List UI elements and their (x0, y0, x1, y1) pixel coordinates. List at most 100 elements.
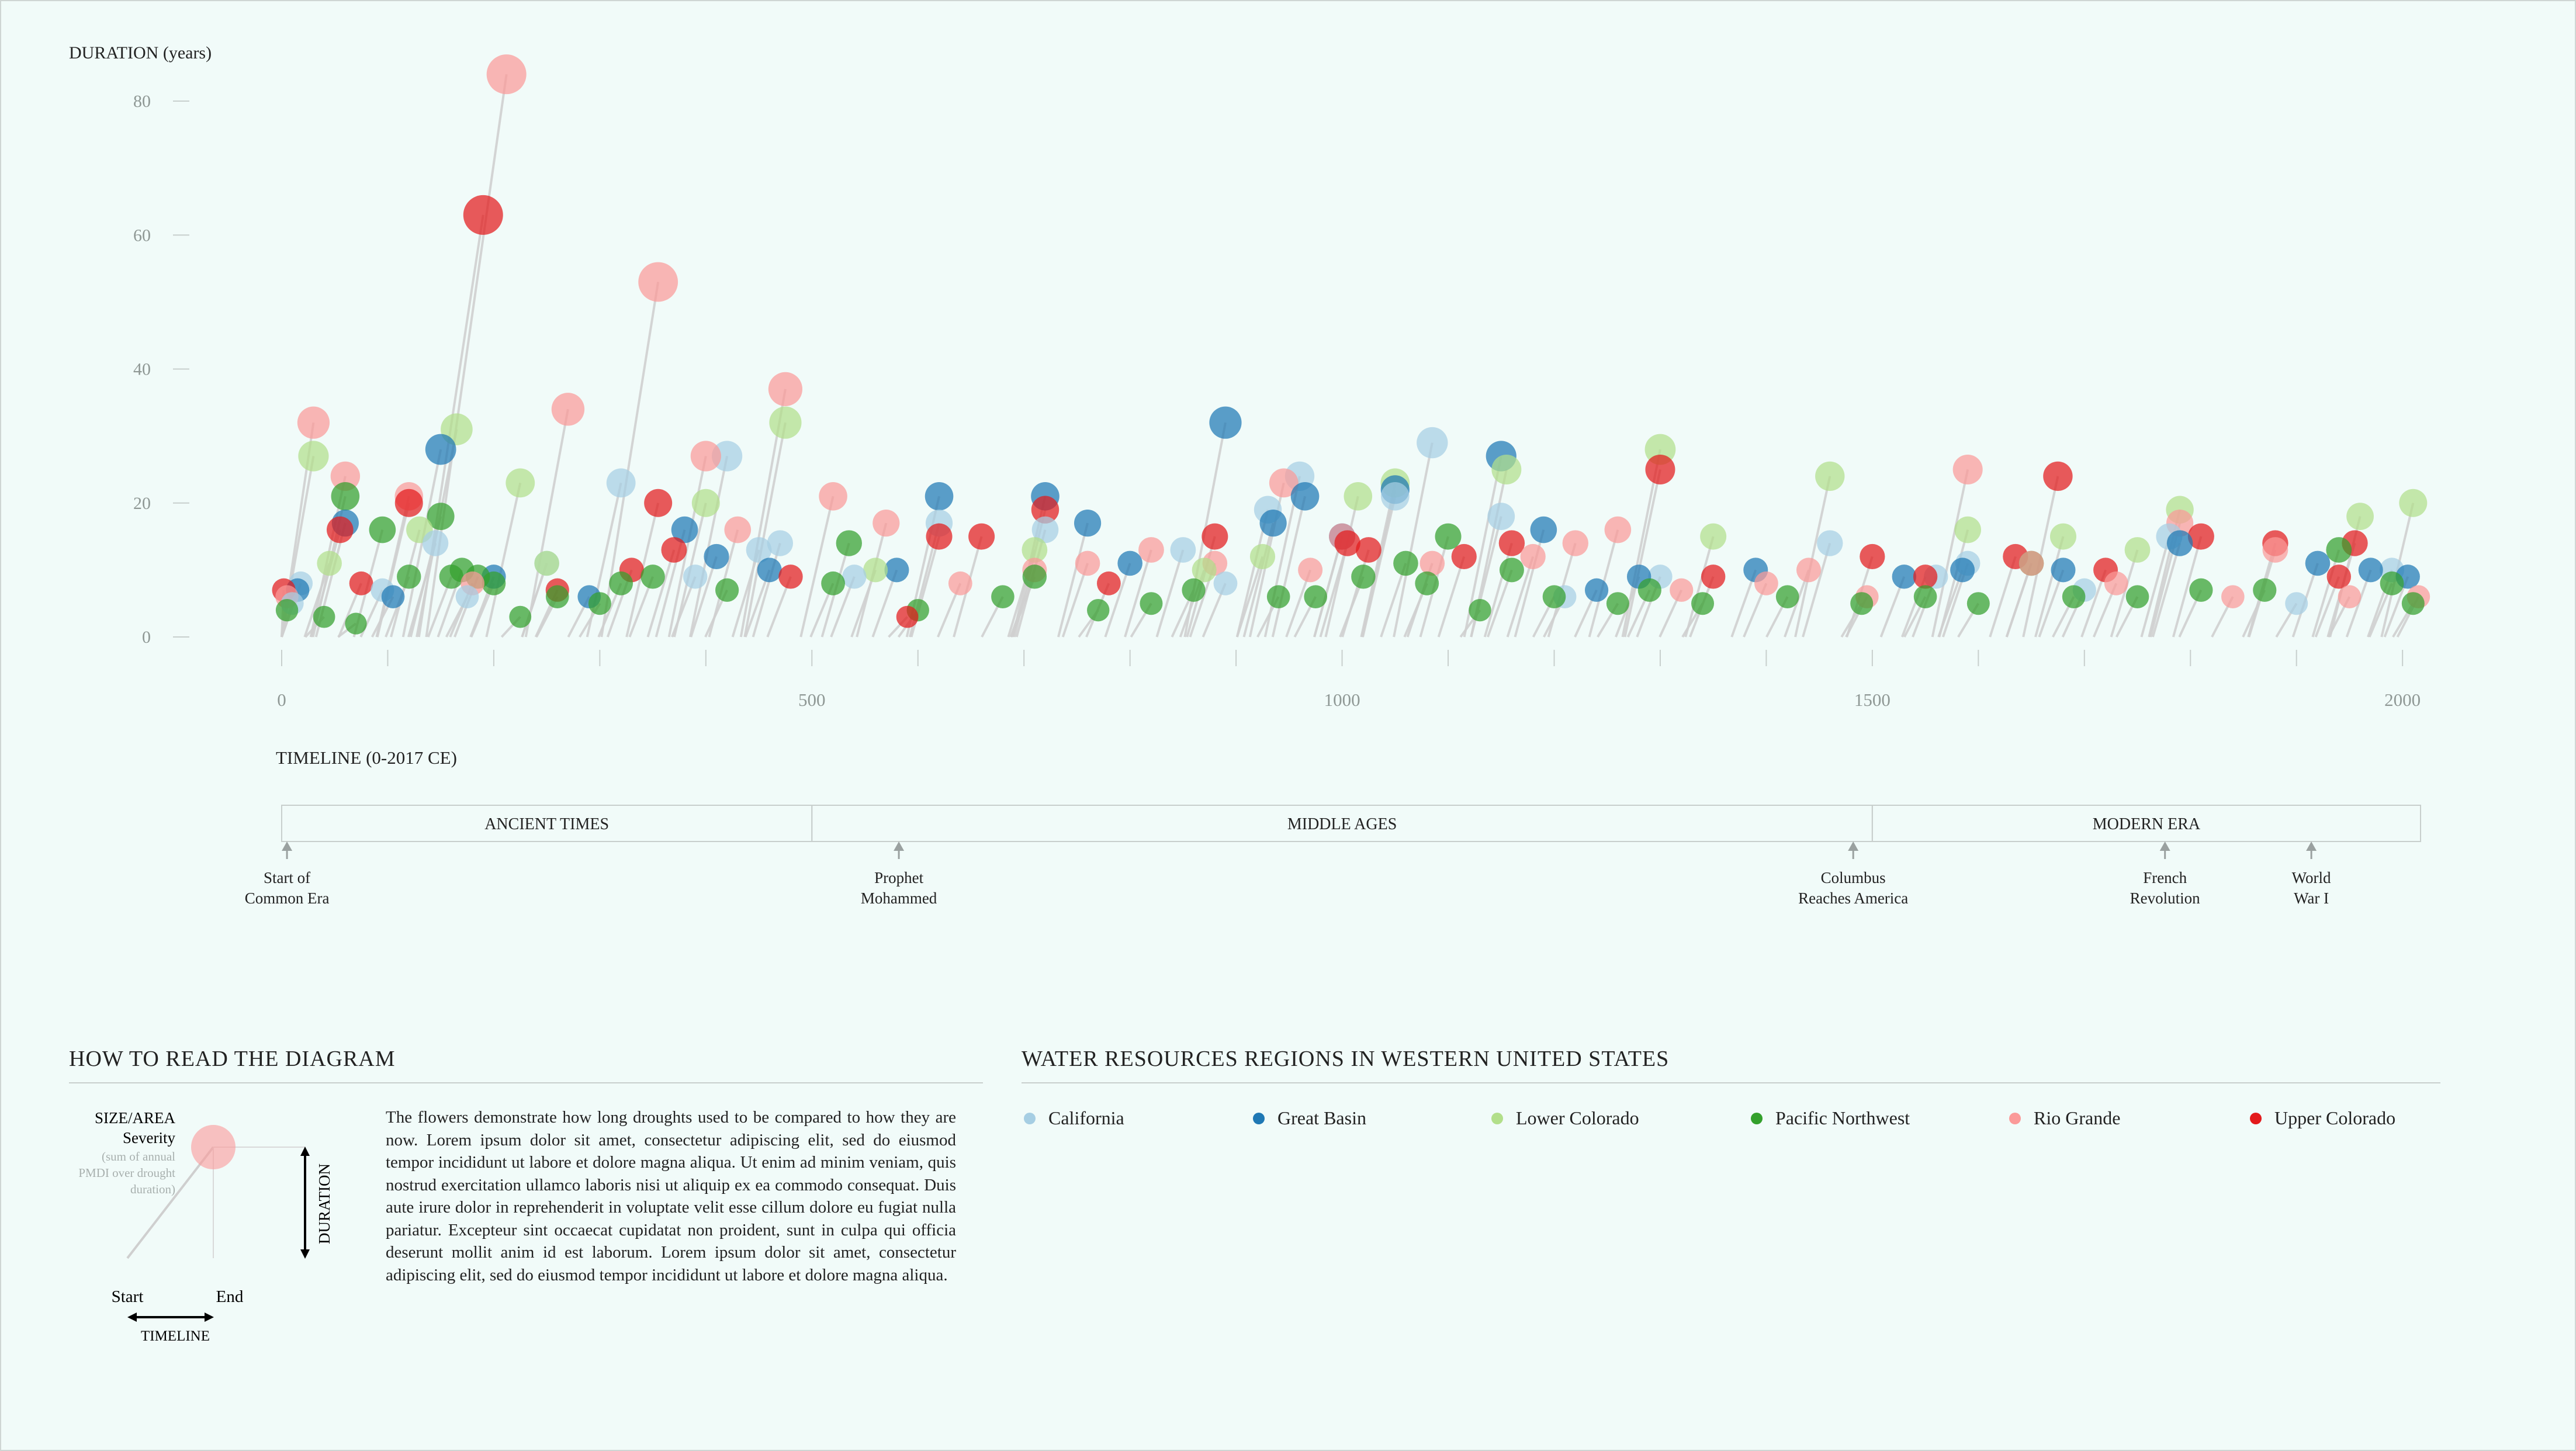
legend-label: Pacific Northwest (1775, 1107, 1910, 1128)
flower-stem (1057, 522, 1089, 638)
severity-note-2: PMDI over drought (78, 1166, 175, 1180)
flower-rio-grande (1754, 571, 1778, 595)
flower-upper-colorado (1031, 496, 1060, 524)
event-markers: Start of Common Era Prophet Mohammed Columbu… (245, 841, 2331, 907)
flower-pacific-northwest (2380, 571, 2404, 595)
flower-lower-colorado (691, 489, 720, 517)
flower-great-basin (2051, 557, 2076, 583)
flower-pacific-northwest (1435, 523, 1462, 550)
flower-stem (1104, 563, 1131, 638)
y-tick-label: 40 (133, 360, 151, 379)
flower-rio-grande (690, 441, 721, 472)
flower-pacific-northwest (1182, 578, 1206, 602)
flower-rio-grande (2018, 550, 2044, 576)
event-arrow (894, 841, 905, 851)
event-label-line-2: Reaches America (1798, 889, 1908, 907)
flower-rio-grande (1952, 454, 1983, 484)
flower-pacific-northwest (640, 565, 665, 589)
flower-pacific-northwest (397, 565, 421, 589)
flower-pacific-northwest (313, 605, 335, 628)
flower-stem (667, 456, 707, 638)
flower-stem (1271, 496, 1307, 638)
flower-stem (799, 496, 835, 638)
flower-pacific-northwest (715, 578, 739, 602)
flower-lower-colorado (2124, 537, 2151, 563)
flower-upper-colorado (1860, 543, 1885, 570)
legend-label: Great Basin (1277, 1107, 1366, 1128)
flower-upper-colorado (778, 565, 803, 589)
legend-item-upper-colorado: Upper Colorado (2250, 1107, 2395, 1129)
flower-rio-grande (2104, 571, 2128, 595)
flower-upper-colorado (349, 571, 373, 595)
era-label: MODERN ERA (2093, 815, 2201, 833)
flower-california (683, 565, 708, 589)
flower-pacific-northwest (1393, 550, 1418, 576)
flower-stem (376, 503, 410, 638)
y-tick-label: 20 (133, 494, 151, 513)
severity-note-1: (sum of annual (102, 1149, 175, 1163)
flower-lower-colorado (505, 468, 535, 498)
event-arrow (2306, 841, 2317, 851)
flower-stem (1313, 536, 1344, 638)
flower-upper-colorado (968, 523, 995, 550)
event-label-line-1: Columbus (1821, 869, 1886, 886)
flower-stem (646, 549, 676, 638)
flower-pacific-northwest (1087, 598, 1110, 622)
flower-rio-grande (2221, 585, 2245, 609)
flower-upper-colorado (1701, 565, 1726, 589)
flower-pacific-northwest (345, 612, 367, 635)
flower-upper-colorado (1334, 530, 1360, 556)
flower-upper-colorado (926, 523, 953, 550)
flower-pacific-northwest (1775, 585, 1799, 609)
flower-stem (689, 456, 729, 638)
flower-pacific-northwest (2062, 585, 2086, 609)
flower-california (767, 530, 794, 556)
flower-stem (1506, 556, 1535, 638)
era-label: ANCIENT TIMES (484, 815, 609, 833)
flower-lower-colorado (298, 441, 329, 472)
flower-great-basin (1074, 510, 1102, 537)
x-tick-label: 1000 (1324, 690, 1360, 710)
flower-stem (2034, 536, 2065, 638)
severity-note-3: duration) (130, 1182, 175, 1196)
legend-rule (1022, 1082, 2440, 1083)
legend-item-great-basin: Great Basin (1253, 1107, 1366, 1129)
flower-pacific-northwest (1966, 592, 1990, 615)
flower-lower-colorado (1192, 557, 1217, 583)
flower-rio-grande (1520, 543, 1546, 570)
legend-label: California (1048, 1107, 1124, 1128)
timeline-label: TIMELINE (141, 1328, 210, 1344)
flower-great-basin (1584, 578, 1609, 602)
legend-item-pacific-northwest: Pacific Northwest (1751, 1107, 1910, 1129)
event-label-line-2: War I (2294, 889, 2329, 907)
flower-rio-grande (2338, 585, 2362, 609)
flower-stem (2140, 536, 2170, 638)
flower-great-basin (2305, 550, 2331, 576)
legend-swatch (2009, 1112, 2021, 1124)
flower-pacific-northwest (1022, 565, 1047, 589)
how-to-diagram: SIZE/AREA Severity (sum of annual PMDI o… (78, 1109, 333, 1344)
flower-upper-colorado (2043, 461, 2073, 491)
flower-lower-colorado (2346, 503, 2374, 531)
y-tick-label: 60 (133, 226, 151, 245)
flower-stem (1061, 563, 1089, 638)
flower-stem (2311, 549, 2340, 638)
flower-rio-grande (819, 482, 847, 511)
flower-california (2285, 592, 2308, 615)
legend-label: Rio Grande (2034, 1107, 2121, 1128)
flower-stem (1623, 469, 1661, 638)
flower-upper-colorado (661, 537, 687, 563)
x-tick-label: 0 (277, 690, 286, 710)
event-label-line-2: Common Era (245, 889, 330, 907)
legend-item-lower-colorado: Lower Colorado (1491, 1107, 1639, 1129)
flower-pacific-northwest (1637, 578, 1661, 602)
flower-lower-colorado (317, 550, 342, 576)
flower-rio-grande (1075, 550, 1100, 576)
flower-stem (1437, 556, 1466, 638)
x-tick-label: 1500 (1854, 690, 1891, 710)
duration-arrow-top (300, 1147, 310, 1156)
flower-stem (2110, 549, 2139, 638)
flower-california (1381, 482, 1410, 511)
flower-stem (2005, 563, 2033, 638)
era-bands: ANCIENT TIMES MIDDLE AGES MODERN ERA (281, 805, 2422, 842)
